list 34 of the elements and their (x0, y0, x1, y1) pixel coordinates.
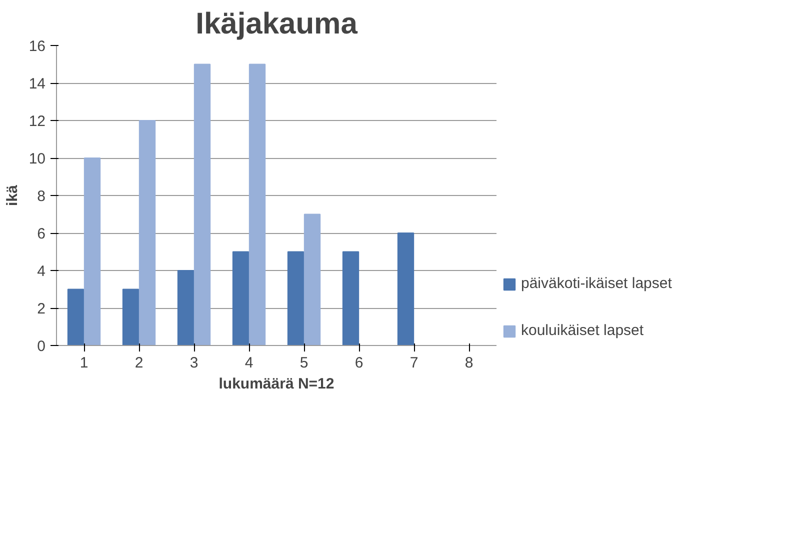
y-tick-label: 10 (28, 150, 46, 168)
y-axis-title: ikä (4, 184, 21, 206)
y-tick-label: 12 (28, 113, 46, 130)
y-tick-label: 14 (28, 76, 46, 92)
y-tick-label: 16 (28, 38, 46, 55)
bar (342, 251, 360, 346)
bar (194, 64, 211, 346)
bar (248, 64, 266, 346)
bar (177, 270, 194, 346)
bar (84, 158, 101, 346)
bar (232, 251, 250, 346)
bar (397, 232, 414, 346)
bar (67, 288, 84, 346)
chart-title: Ikäjakauma (196, 8, 358, 40)
x-axis-title: lukumäärä N=12 (218, 376, 334, 392)
x-tick-label: 1 (80, 354, 88, 372)
bar (287, 251, 304, 346)
x-tick-label: 2 (134, 354, 144, 372)
legend-label: kouluikäiset lapset (521, 322, 644, 339)
y-tick-label: 6 (37, 226, 46, 242)
x-tick-label: 3 (190, 354, 198, 372)
y-tick-label: 4 (37, 263, 46, 280)
x-tick-label: 5 (300, 354, 308, 372)
y-tick-label: 8 (37, 188, 46, 205)
bar (138, 120, 156, 346)
x-tick-label: 7 (410, 354, 418, 372)
x-tick-label: 4 (244, 354, 254, 372)
bar (304, 214, 321, 346)
x-tick-label: 6 (354, 354, 364, 372)
y-tick-label: 2 (37, 300, 46, 318)
y-tick-label: 0 (37, 338, 46, 355)
legend-label: päiväkoti-ikäiset lapset (521, 275, 672, 292)
x-tick-label: 8 (464, 354, 474, 372)
bar (122, 288, 140, 346)
